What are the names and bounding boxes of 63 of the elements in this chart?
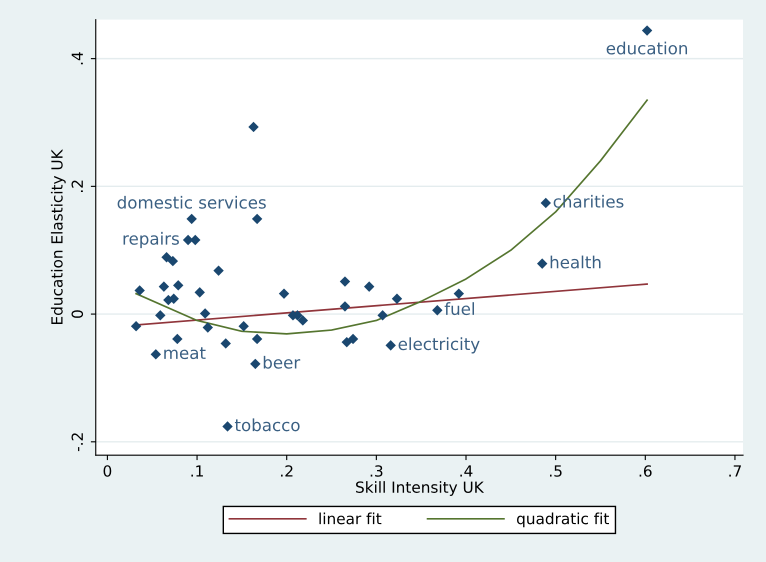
point (642, 25, 652, 36)
x-tick-label: .1 (191, 465, 203, 477)
point (377, 310, 388, 321)
point (172, 334, 183, 344)
x-tick-label: .4 (460, 465, 472, 477)
y-tick-label: .2 (72, 180, 83, 192)
point (173, 280, 184, 291)
annotation: repairs (124, 232, 179, 248)
point (248, 122, 259, 132)
point (432, 305, 443, 316)
point (134, 285, 145, 296)
point (252, 334, 262, 344)
point (364, 281, 374, 292)
point (194, 287, 205, 298)
point (158, 281, 170, 292)
annotation: fuel (444, 302, 474, 316)
point (155, 310, 166, 321)
x-tick-label: .7 (729, 465, 741, 477)
legend-label: quadratic fit (517, 512, 609, 528)
point (340, 276, 350, 287)
point (238, 321, 249, 332)
point (202, 322, 214, 333)
point (161, 252, 172, 262)
point (186, 214, 197, 224)
point (340, 301, 350, 312)
point (168, 294, 179, 304)
x-tick-label: 0 (104, 465, 112, 477)
point (190, 234, 200, 246)
point (252, 214, 262, 224)
annotation: health (550, 256, 600, 268)
point (392, 294, 402, 304)
annotation: electricity (398, 337, 480, 354)
x-axis-title: Skill Intensity UK (356, 481, 484, 496)
y-tick-label: .4 (72, 52, 83, 64)
point (220, 338, 231, 349)
point (278, 288, 290, 299)
annotation: beer (264, 356, 300, 369)
point (454, 288, 464, 299)
x-tick-label: .2 (281, 465, 292, 477)
point (540, 198, 551, 208)
annotation: meat (164, 347, 206, 360)
point (386, 340, 396, 351)
point (348, 334, 358, 344)
point (222, 421, 233, 432)
point (213, 265, 224, 276)
annotation: tobacco (234, 418, 300, 432)
y-tick-label: 0 (72, 310, 84, 318)
point (250, 358, 261, 370)
y-tick-label: -.2 (72, 433, 83, 452)
point (168, 256, 178, 266)
legend-label: linear fit (319, 512, 382, 524)
point (200, 308, 210, 319)
x-tick-label: .5 (550, 465, 562, 477)
point (150, 349, 162, 360)
x-tick-label: .6 (640, 465, 652, 477)
y-axis-title: Education Elasticity UK (50, 149, 66, 324)
point (298, 315, 308, 326)
x-tick-label: .3 (370, 465, 382, 477)
annotation: education (606, 42, 688, 55)
annotation: domestic services (118, 196, 266, 209)
point (537, 258, 548, 269)
point (130, 321, 142, 332)
point (342, 336, 352, 348)
